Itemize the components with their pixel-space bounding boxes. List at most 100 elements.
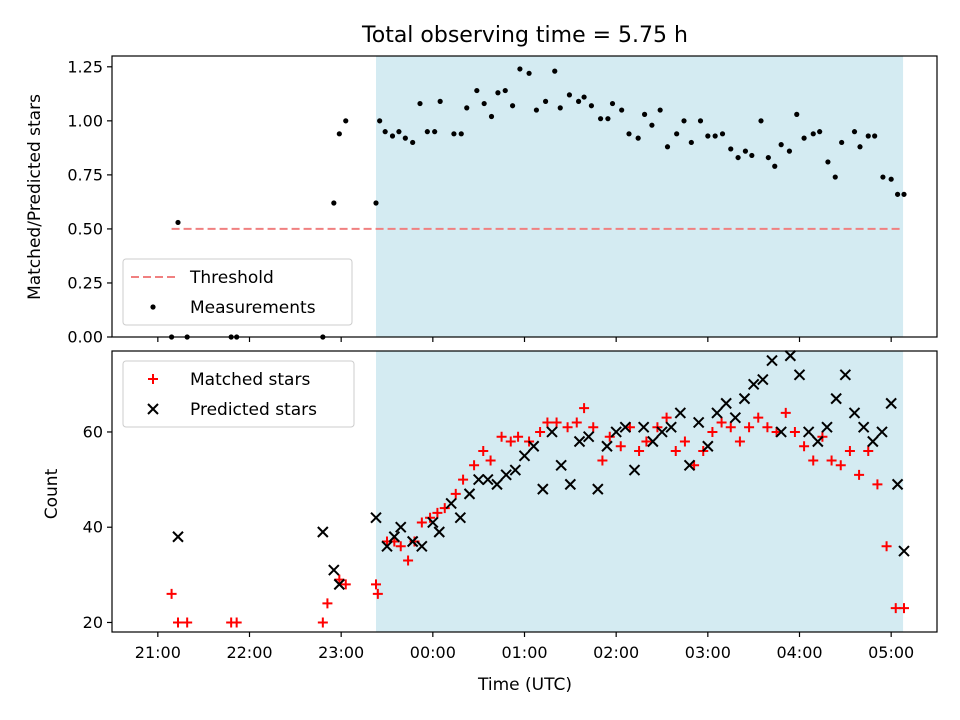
predicted-point [747,378,760,391]
x-tick-label: 03:00 [685,643,731,662]
predicted-point [370,511,382,524]
matched-point [835,460,846,471]
measurement-point [458,131,464,137]
predicted-point [482,473,494,486]
matched-point [604,431,615,442]
predicted-point [454,511,467,524]
x-tick-label: 22:00 [226,643,272,662]
matched-point [340,579,351,590]
matched-point [734,436,745,447]
predicted-point [674,407,687,419]
measurement-point [437,98,443,104]
legend-threshold-label: Threshold [189,268,274,288]
predicted-point [637,421,650,433]
y-tick-label: 0.75 [67,165,103,184]
measurement-point [389,133,396,139]
measurement-point [526,70,532,76]
predicted-point [711,407,723,419]
predicted-point [784,350,797,362]
legend-matched-swatch [148,374,158,384]
x-tick-label: 01:00 [501,643,547,662]
measurement-point [474,87,480,94]
predicted-point [830,392,842,405]
predicted-point [333,578,346,591]
measurement-point [575,98,582,104]
predicted-point [445,497,457,510]
matched-point [753,412,764,423]
matched-point [863,446,874,457]
predicted-point [898,545,910,557]
matched-point [661,412,672,423]
matched-point [854,469,865,480]
predicted-point [885,397,897,410]
predicted-point [848,407,861,419]
measurement-point [664,144,671,150]
bottom-y-axis-label: Count [42,468,62,519]
measurement-point [735,154,741,161]
measurement-point [495,90,501,96]
predicted-point [500,469,512,481]
y-tick-label: 0.50 [67,219,103,238]
measurement-point [851,129,858,135]
matched-point [432,507,443,518]
measurement-point [502,87,508,94]
measurement-point [880,174,886,180]
measurement-point [888,176,894,182]
measurement-point [794,111,800,117]
matched-point [182,617,193,628]
predicted-point [463,488,476,500]
matched-point [780,407,791,418]
predicted-point [683,459,696,472]
x-tick-label: 23:00 [318,643,364,662]
matched-point [707,426,718,437]
measurement-point [719,131,726,137]
predicted-point [546,426,558,438]
predicted-point [491,478,503,491]
predicted-point [388,531,401,543]
matched-point [513,431,524,442]
measurement-point [417,100,423,107]
measurement-point [542,98,549,104]
predicted-point [802,426,815,438]
matched-point [744,422,755,433]
predicted-point [592,483,604,495]
measurement-point [424,129,430,135]
measurement-point [626,131,632,137]
measurement-point [509,103,516,109]
matched-point [478,446,489,457]
measurement-point [705,133,711,139]
measurement-point [533,107,540,113]
predicted-point [647,435,659,448]
matched-point [334,574,345,585]
measurement-point [728,146,734,152]
measurement-point [382,129,388,135]
top-y-axis-label: Matched/Predicted stars [25,94,45,300]
measurement-point [749,152,755,159]
predicted-point [381,540,393,552]
predicted-point [610,426,622,438]
matched-point [789,426,800,437]
matched-point [173,617,183,628]
measurement-point [857,144,863,150]
matched-point [505,436,516,447]
observing-span [376,351,904,632]
predicted-point [766,354,778,367]
y-tick-label: 20 [83,613,103,632]
y-tick-label: 0.00 [67,328,103,347]
measurement-point [566,92,573,98]
matched-point [872,479,883,490]
matched-point [716,417,727,428]
matched-point [458,474,469,485]
observing-span [376,56,904,337]
measurement-point [609,100,616,107]
matched-point [725,422,736,433]
predicted-point [582,431,595,443]
measurement-point [488,113,495,120]
y-tick-label: 1.00 [67,111,103,130]
measurement-point [894,191,901,197]
legend-measurement-swatch [150,304,156,310]
matched-point [322,598,333,609]
y-tick-label: 40 [83,518,103,537]
measurement-point [697,118,704,124]
